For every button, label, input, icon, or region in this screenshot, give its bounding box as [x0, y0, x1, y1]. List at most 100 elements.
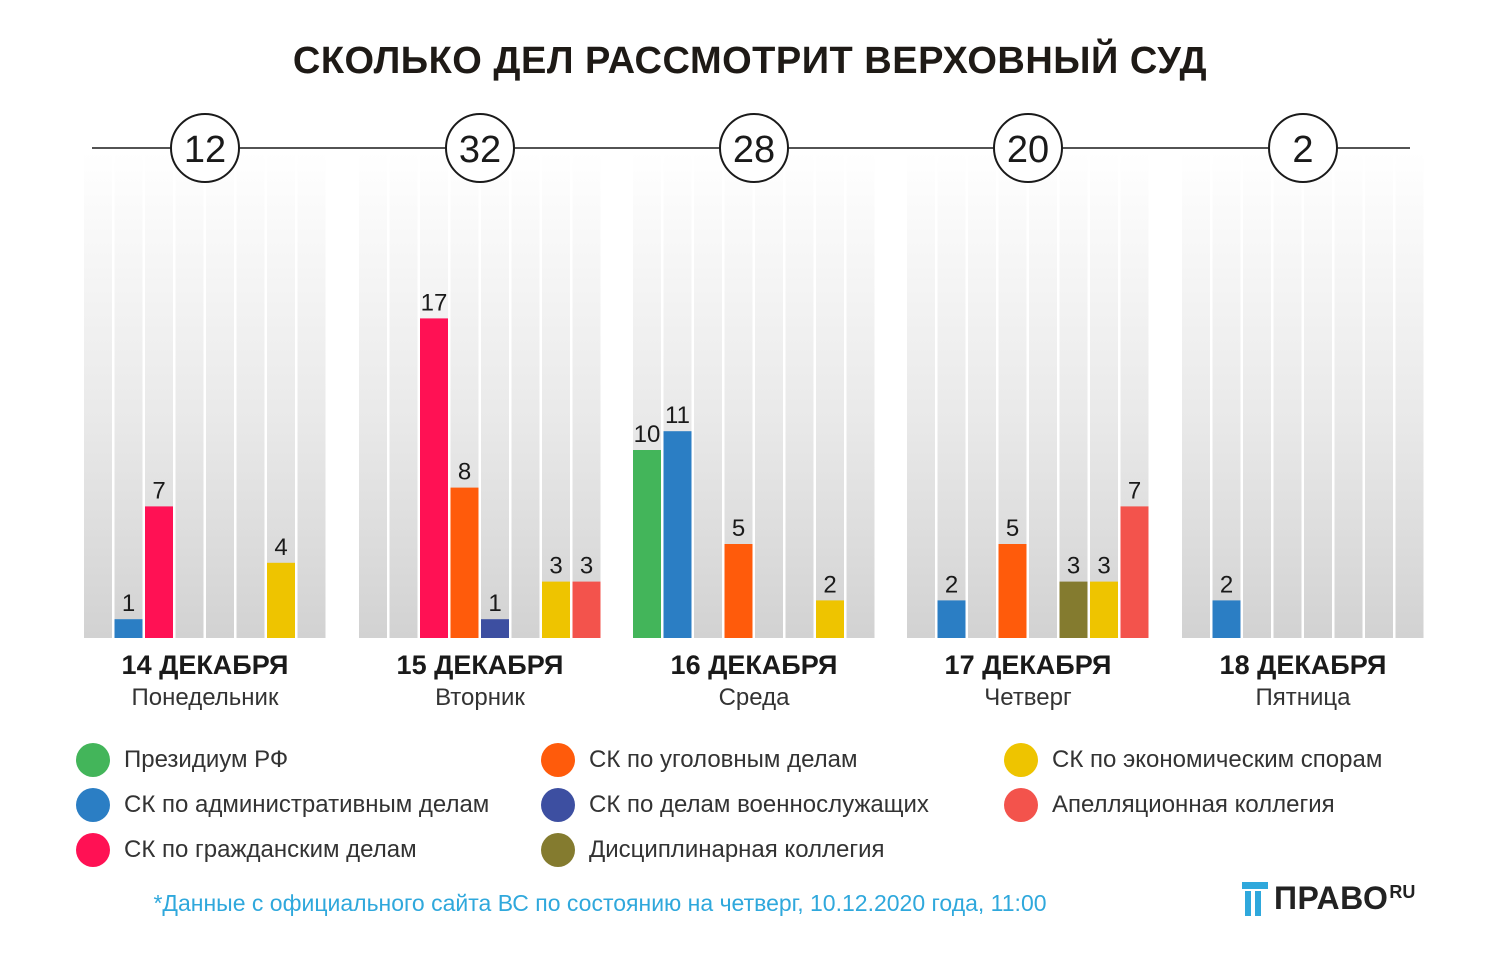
bar-value-label: 10 — [634, 421, 661, 448]
weekday-label: Пятница — [1256, 684, 1352, 711]
day-total-label: 2 — [1292, 129, 1313, 171]
column-background — [1365, 152, 1393, 638]
bar-value-label: 11 — [665, 402, 690, 429]
footnote: *Данные с официального сайта ВС по состо… — [153, 890, 1047, 916]
column-background — [755, 152, 783, 638]
column-background — [114, 152, 143, 638]
day-total-circle — [719, 113, 789, 183]
bar — [1059, 581, 1088, 638]
bar — [267, 562, 295, 638]
legend-swatch — [541, 743, 575, 777]
column-background — [389, 152, 418, 638]
bar — [998, 544, 1027, 638]
legend-item-admin: СК по административным делам — [76, 785, 489, 825]
legend-label: СК по гражданским делам — [124, 836, 417, 863]
legend-label: Апелляционная коллегия — [1052, 791, 1335, 818]
legend-item-economic: СК по экономическим спорам — [1004, 740, 1382, 780]
weekday-label: Среда — [719, 684, 791, 711]
day-total-label: 32 — [459, 129, 501, 171]
legend-swatch — [1004, 743, 1038, 777]
bar — [1212, 600, 1241, 638]
bar — [724, 544, 753, 638]
column-background — [785, 152, 814, 638]
bar-value-label: 1 — [122, 590, 135, 617]
column-background — [1273, 152, 1302, 638]
brand-logo: ПРАВО RU — [1242, 880, 1415, 917]
column-background — [846, 152, 875, 638]
bar-value-label: 8 — [458, 459, 471, 486]
bar-value-label: 7 — [1128, 477, 1141, 504]
bar-value-label: 3 — [580, 553, 593, 580]
day-total-label: 20 — [1007, 129, 1049, 171]
brand-suffix: RU — [1389, 882, 1416, 902]
column-background — [694, 152, 722, 638]
legend-item-military: СК по делам военнослужащих — [541, 785, 929, 825]
legend-item-presidium: Президиум РФ — [76, 740, 288, 780]
bar — [816, 600, 844, 638]
bar-value-label: 2 — [1220, 571, 1233, 598]
column-background — [1212, 152, 1241, 638]
column-background — [1029, 152, 1057, 638]
chart-title: СКОЛЬКО ДЕЛ РАССМОТРИТ ВЕРХОВНЫЙ СУД — [292, 40, 1208, 82]
column-background — [267, 152, 295, 638]
bar — [450, 487, 479, 638]
day-date-label: 17 ДЕКАБРЯ — [945, 650, 1112, 680]
column-background — [1090, 152, 1118, 638]
bar-value-label: 3 — [1097, 553, 1110, 580]
legend-label: Дисциплинарная коллегия — [589, 836, 885, 863]
legend-label: СК по делам военнослужащих — [589, 791, 929, 818]
column-background — [816, 152, 844, 638]
legend-label: СК по административным делам — [124, 791, 490, 818]
day-total-label: 12 — [184, 129, 226, 171]
column-background — [968, 152, 996, 638]
legend-swatch — [76, 743, 110, 777]
column-background — [511, 152, 540, 638]
weekday-label: Вторник — [435, 684, 525, 711]
bar — [633, 450, 661, 638]
weekday-label: Понедельник — [132, 684, 279, 711]
legend-item-civil: СК по гражданским делам — [76, 830, 417, 870]
legend-label: СК по экономическим спорам — [1052, 746, 1383, 773]
column-background — [481, 152, 509, 638]
bar-value-label: 2 — [945, 571, 958, 598]
column-background — [1059, 152, 1088, 638]
bar-value-label: 1 — [488, 590, 501, 617]
bar — [542, 581, 570, 638]
legend-swatch — [76, 788, 110, 822]
bar — [420, 318, 448, 638]
column-background — [236, 152, 265, 638]
day-date-label: 15 ДЕКАБРЯ — [397, 650, 564, 680]
legend-item-disciplinary: Дисциплинарная коллегия — [541, 830, 885, 870]
bar-value-label: 7 — [152, 477, 165, 504]
brand-name: ПРАВО — [1274, 880, 1389, 916]
legend-swatch — [76, 833, 110, 867]
column-background — [1243, 152, 1271, 638]
column-background — [84, 152, 112, 638]
weekday-label: Четверг — [984, 684, 1072, 711]
day-total-circle — [170, 113, 240, 183]
legend-item-appeal: Апелляционная коллегия — [1004, 785, 1335, 825]
bar-value-label: 17 — [421, 289, 448, 316]
bar-value-label: 5 — [732, 515, 745, 542]
day-total-circle — [445, 113, 515, 183]
column-background — [542, 152, 570, 638]
bar — [1120, 506, 1149, 638]
bar — [937, 600, 966, 638]
day-date-label: 16 ДЕКАБРЯ — [671, 650, 838, 680]
bar — [1090, 581, 1118, 638]
legend-swatch — [541, 788, 575, 822]
bar-value-label: 5 — [1006, 515, 1019, 542]
day-date-label: 14 ДЕКАБРЯ — [122, 650, 289, 680]
day-total-circle — [1268, 113, 1338, 183]
bar — [572, 581, 601, 638]
column-background — [1304, 152, 1332, 638]
legend-label: СК по уголовным делам — [589, 746, 858, 773]
bar-value-label: 3 — [1067, 553, 1080, 580]
legend-item-criminal: СК по уголовным делам — [541, 740, 858, 780]
bar — [663, 431, 692, 638]
day-total-label: 28 — [733, 129, 775, 171]
legend-swatch — [1004, 788, 1038, 822]
column-background — [206, 152, 234, 638]
